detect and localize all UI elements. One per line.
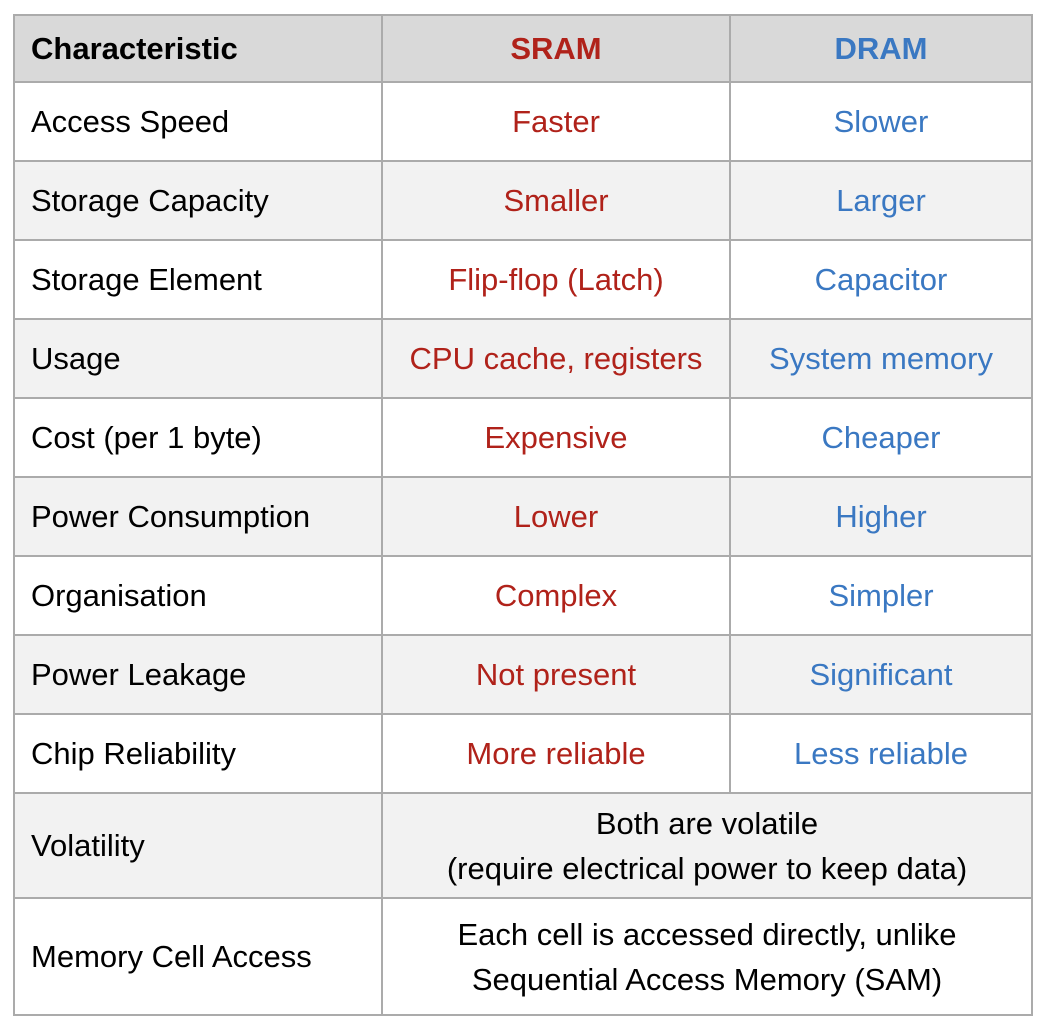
row-label: Chip Reliability xyxy=(13,713,383,794)
sram-value: Faster xyxy=(381,81,731,162)
row-label: Volatility xyxy=(13,792,383,899)
row-label: Storage Element xyxy=(13,239,383,320)
dram-value: System memory xyxy=(729,318,1033,399)
row-label: Power Leakage xyxy=(13,634,383,715)
table-row: Chip Reliability More reliable Less reli… xyxy=(13,713,1033,794)
dram-value: Slower xyxy=(729,81,1033,162)
dram-value: Larger xyxy=(729,160,1033,241)
row-label: Memory Cell Access xyxy=(13,897,383,1016)
dram-value: Simpler xyxy=(729,555,1033,636)
shared-value-line2: (require electrical power to keep data) xyxy=(446,850,968,886)
sram-value: Lower xyxy=(381,476,731,557)
shared-value-line2: Sequential Access Memory (SAM) xyxy=(471,961,943,997)
row-label: Usage xyxy=(13,318,383,399)
table-row-volatility: Volatility Both are volatile (require el… xyxy=(13,792,1033,899)
table-row: Storage Element Flip-flop (Latch) Capaci… xyxy=(13,239,1033,320)
row-label: Power Consumption xyxy=(13,476,383,557)
dram-value: Capacitor xyxy=(729,239,1033,320)
sram-value: Smaller xyxy=(381,160,731,241)
header-dram: DRAM xyxy=(729,14,1033,83)
shared-value: Both are volatile (require electrical po… xyxy=(381,792,1033,899)
table-row: Storage Capacity Smaller Larger xyxy=(13,160,1033,241)
table-row: Organisation Complex Simpler xyxy=(13,555,1033,636)
sram-value: More reliable xyxy=(381,713,731,794)
sram-value: Flip-flop (Latch) xyxy=(381,239,731,320)
row-label: Cost (per 1 byte) xyxy=(13,397,383,478)
dram-value: Cheaper xyxy=(729,397,1033,478)
sram-value: Not present xyxy=(381,634,731,715)
row-label: Organisation xyxy=(13,555,383,636)
shared-value: Each cell is accessed directly, unlike S… xyxy=(381,897,1033,1016)
table-row: Power Leakage Not present Significant xyxy=(13,634,1033,715)
shared-value-line1: Each cell is accessed directly, unlike xyxy=(457,916,957,952)
table-row: Access Speed Faster Slower xyxy=(13,81,1033,162)
shared-value-line1: Both are volatile xyxy=(595,805,819,841)
header-sram: SRAM xyxy=(381,14,731,83)
dram-value: Significant xyxy=(729,634,1033,715)
row-label: Storage Capacity xyxy=(13,160,383,241)
sram-value: Expensive xyxy=(381,397,731,478)
dram-value: Less reliable xyxy=(729,713,1033,794)
table-row-memory-cell-access: Memory Cell Access Each cell is accessed… xyxy=(13,897,1033,1016)
sram-vs-dram-table: Characteristic SRAM DRAM Access Speed Fa… xyxy=(13,14,1033,1016)
table-row: Cost (per 1 byte) Expensive Cheaper xyxy=(13,397,1033,478)
table-row: Usage CPU cache, registers System memory xyxy=(13,318,1033,399)
sram-value: Complex xyxy=(381,555,731,636)
dram-value: Higher xyxy=(729,476,1033,557)
header-row: Characteristic SRAM DRAM xyxy=(13,14,1033,83)
table-row: Power Consumption Lower Higher xyxy=(13,476,1033,557)
header-characteristic: Characteristic xyxy=(13,14,383,83)
row-label: Access Speed xyxy=(13,81,383,162)
sram-value: CPU cache, registers xyxy=(381,318,731,399)
